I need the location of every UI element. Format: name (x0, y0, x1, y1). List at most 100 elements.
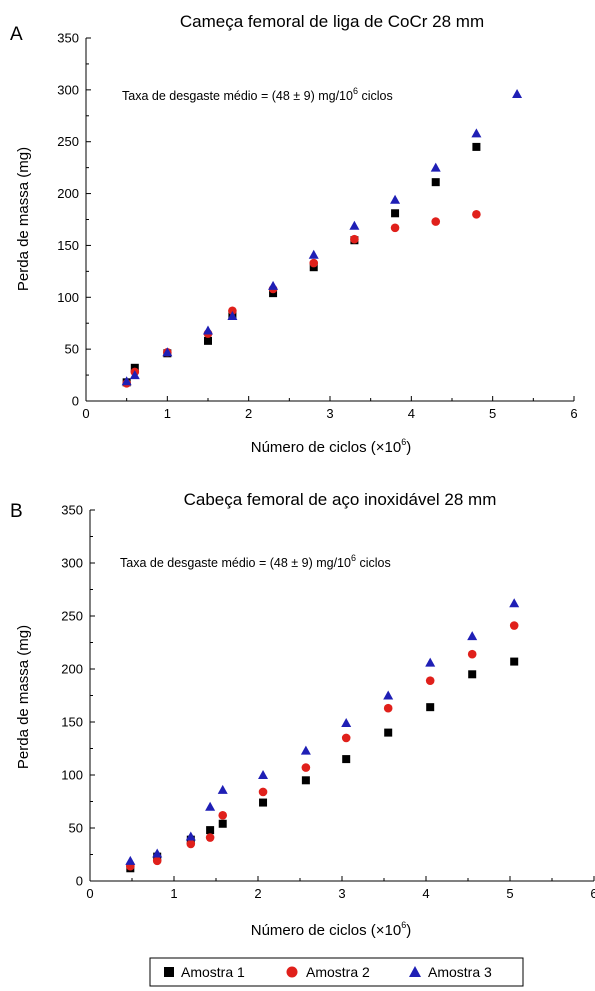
y-axis-title-a: Perda de massa (mg) (15, 147, 32, 291)
x-tick-label-a: 2 (245, 406, 252, 421)
legend-entry-amostra-3: Amostra 3 (409, 964, 492, 980)
y-tick-label-b: 250 (61, 609, 83, 624)
y-tick-label-b: 50 (69, 821, 83, 836)
annotation-b: Taxa de desgaste médio = (48 ± 9) mg/106… (120, 553, 391, 570)
y-tick-label-b: 150 (61, 715, 83, 730)
plot-area-b: 0 1 2 3 4 5 6 0 50 100 150 200 250 300 350 (61, 503, 595, 902)
x-axis-title-a-exp: 6 (401, 437, 406, 447)
legend-box (149, 957, 524, 987)
data-point-amostra-1 (259, 798, 268, 807)
data-point-amostra-1 (218, 819, 227, 828)
data-point-amostra-2 (309, 258, 319, 268)
annotation-a-exp: 6 (353, 86, 358, 96)
data-point-amostra-1 (472, 142, 481, 151)
data-point-amostra-3 (471, 128, 482, 138)
annotation-a-suffix: ciclos (358, 89, 393, 103)
x-axis-title-a: Número de ciclos (×106) (251, 437, 412, 456)
y-tick-label-a: 150 (57, 238, 79, 253)
annotation-b-suffix: ciclos (356, 556, 391, 570)
data-point-amostra-3 (268, 280, 279, 290)
data-point-amostra-3 (390, 194, 401, 204)
data-point-amostra-3 (349, 220, 360, 230)
plot-area-a: 0 1 2 3 4 5 6 0 50 100 150 200 250 300 350 (57, 31, 577, 422)
data-point-amostra-1 (384, 728, 393, 737)
x-tick-label-b: 2 (254, 886, 261, 901)
data-point-amostra-2 (467, 649, 477, 659)
data-point-amostra-3 (467, 631, 478, 641)
data-point-amostra-2 (472, 210, 481, 219)
data-point-amostra-3 (300, 745, 311, 755)
legend-label-amostra-2: Amostra 2 (306, 964, 370, 980)
data-point-amostra-2 (301, 763, 311, 772)
data-point-amostra-1 (391, 209, 400, 218)
y-tick-label-a: 200 (57, 186, 79, 201)
data-point-amostra-2 (152, 856, 162, 866)
data-point-amostra-2 (431, 217, 441, 226)
data-point-amostra-3 (203, 325, 213, 335)
data-point-amostra-1 (342, 755, 351, 764)
x-tick-label-a: 6 (570, 406, 577, 421)
legend-marker-amostra-2 (286, 966, 298, 978)
x-tick-label-b: 3 (338, 886, 345, 901)
data-point-amostra-3 (185, 831, 196, 841)
annotation-a-text: Taxa de desgaste médio = (48 ± 9) mg/10 (122, 89, 353, 103)
data-point-amostra-3 (152, 848, 163, 858)
x-axis-title-b-close: ) (406, 922, 411, 939)
x-tick-label-a: 5 (489, 406, 496, 421)
x-tick-label-a: 3 (326, 406, 333, 421)
annotation-b-exp: 6 (351, 553, 356, 563)
y-tick-label-a: 0 (72, 394, 79, 409)
y-tick-label-b: 300 (61, 556, 83, 571)
data-point-amostra-1 (510, 657, 519, 666)
y-tick-label-a: 300 (57, 82, 79, 97)
data-point-amostra-3 (205, 801, 216, 811)
data-point-amostra-1 (301, 776, 310, 785)
panel-b: B Cabeça femoral de aço inoxidável 28 mm… (10, 490, 595, 939)
data-point-amostra-2 (383, 703, 393, 713)
x-axis-title-a-close: ) (406, 439, 411, 456)
x-tick-label-b: 1 (170, 886, 177, 901)
data-point-amostra-3 (162, 347, 173, 357)
x-axis-title-b: Número de ciclos (×106) (251, 920, 412, 939)
data-point-amostra-1 (468, 670, 477, 679)
y-tick-label-b: 100 (61, 768, 83, 783)
x-axis-title-b-exp: 6 (401, 920, 406, 930)
y-tick-label-a: 100 (57, 290, 79, 305)
data-point-amostra-3 (512, 89, 523, 99)
data-point-amostra-2 (205, 833, 215, 842)
y-axis-title-b: Perda de massa (mg) (15, 625, 32, 769)
panel-label-b: B (10, 501, 23, 522)
x-tick-label-a: 1 (164, 406, 171, 421)
data-point-amostra-2 (218, 810, 228, 820)
data-point-amostra-3 (258, 770, 269, 779)
data-point-amostra-2 (258, 787, 268, 797)
x-tick-label-b: 5 (506, 886, 513, 901)
annotation-b-text: Taxa de desgaste médio = (48 ± 9) mg/10 (120, 556, 351, 570)
legend-marker-amostra-1 (164, 967, 174, 977)
legend: Amostra 1 Amostra 2 Amostra 3 (149, 957, 524, 987)
data-point-amostra-3 (129, 370, 140, 380)
data-point-amostra-3 (217, 784, 228, 794)
data-point-amostra-3 (430, 162, 441, 172)
annotation-a: Taxa de desgaste médio = (48 ± 9) mg/106… (122, 86, 393, 103)
x-tick-label-b: 6 (590, 886, 595, 901)
y-tick-label-b: 200 (61, 662, 83, 677)
y-tick-label-a: 50 (65, 342, 79, 357)
panel-label-a: A (10, 24, 23, 45)
data-point-amostra-3 (383, 690, 394, 700)
x-axis-title-a-text: Número de ciclos (×10 (251, 439, 401, 456)
legend-label-amostra-1: Amostra 1 (181, 964, 245, 980)
y-tick-label-a: 250 (57, 134, 79, 149)
data-point-amostra-1 (206, 826, 215, 835)
legend-entry-amostra-1: Amostra 1 (164, 964, 245, 980)
data-point-amostra-3 (509, 598, 520, 608)
x-tick-label-b: 4 (422, 886, 429, 901)
data-point-amostra-1 (431, 178, 440, 187)
data-point-amostra-3 (425, 657, 436, 667)
data-point-amostra-3 (308, 249, 319, 259)
data-point-amostra-2 (390, 223, 400, 233)
data-point-amostra-2 (341, 733, 351, 743)
data-point-amostra-1 (204, 336, 212, 345)
data-point-amostra-3 (341, 718, 352, 728)
